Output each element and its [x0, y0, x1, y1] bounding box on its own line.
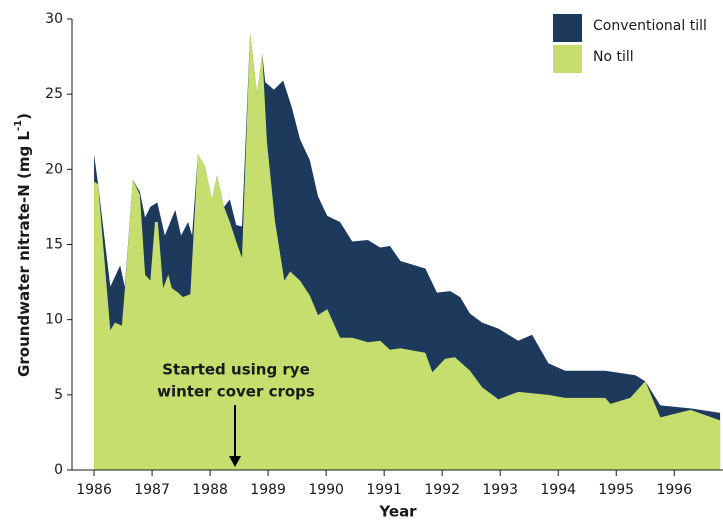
y-tick-label: 30 — [45, 11, 63, 27]
x-tick-label: 1995 — [598, 482, 634, 498]
legend-swatch — [553, 45, 582, 73]
legend-label: No till — [593, 49, 634, 65]
x-tick-label: 1988 — [192, 482, 228, 498]
y-tick-label: 15 — [45, 237, 63, 253]
y-tick-label: 0 — [54, 462, 63, 478]
y-axis-title-main: Groundwater nitrate-N (mg L — [15, 131, 33, 377]
x-tick-label: 1994 — [540, 482, 576, 498]
x-tick-label: 1987 — [134, 482, 170, 498]
area — [94, 32, 721, 470]
x-tick-label: 1996 — [656, 482, 692, 498]
y-tick-label: 10 — [45, 312, 63, 328]
annotation: winter cover crops — [157, 383, 315, 401]
x-tick-label: 1991 — [366, 482, 402, 498]
y-tick-label: 20 — [45, 161, 63, 177]
x-tick-label: 1993 — [482, 482, 518, 498]
x-axis-title: Year — [378, 503, 417, 521]
x-tick-label: 1986 — [76, 482, 112, 498]
annotation-arrowhead — [229, 456, 241, 467]
y-tick-label: 25 — [45, 86, 63, 102]
y-axis-title-sup: -1 — [13, 120, 24, 131]
y-tick-label: 5 — [54, 387, 63, 403]
y-axis-title: Groundwater nitrate-N (mg L-1) — [13, 113, 33, 377]
legend-swatch — [553, 14, 582, 42]
x-tick-label: 1992 — [424, 482, 460, 498]
annotation: Started using rye — [162, 361, 310, 379]
x-tick-label: 1989 — [250, 482, 286, 498]
x-tick-label: 1990 — [308, 482, 344, 498]
y-axis-title-end: ) — [15, 113, 33, 120]
legend-label: Conventional till — [593, 18, 707, 34]
